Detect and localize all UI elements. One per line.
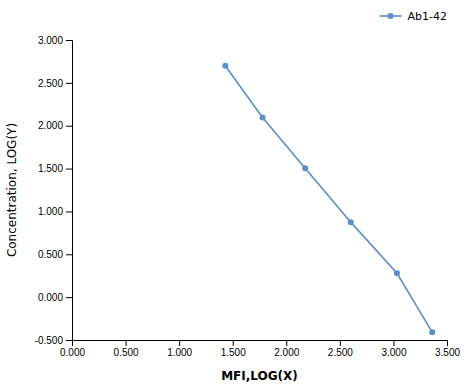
point — [394, 270, 400, 276]
x-tick-mark — [126, 340, 127, 346]
x-tick-mark — [340, 340, 341, 346]
x-tick-label: 3.500 — [435, 347, 460, 358]
x-tick-mark — [393, 340, 394, 346]
legend-label: Ab1-42 — [408, 10, 447, 23]
legend-marker — [388, 13, 394, 19]
y-tick-label: 2.500 — [38, 78, 63, 89]
point — [260, 114, 266, 120]
y-tick-mark — [66, 169, 72, 170]
x-tick-mark — [179, 340, 180, 346]
x-tick: 3.500 — [435, 340, 460, 358]
x-axis-title: MFI,LOG(X) — [221, 369, 298, 383]
x-tick-mark — [233, 340, 234, 346]
x-tick: 2.500 — [328, 340, 353, 358]
x-axis-line — [73, 341, 448, 347]
x-tick: 1.500 — [221, 340, 246, 358]
y-tick: 0.500 — [38, 249, 72, 260]
y-tick-label: -0.500 — [35, 335, 64, 346]
point — [222, 63, 228, 69]
x-tick-label: 0.000 — [60, 347, 85, 358]
y-axis-title: Concentration, LOG(Y) — [5, 123, 19, 257]
y-tick-mark — [66, 83, 72, 84]
y-tick: 0.000 — [38, 292, 72, 303]
y-tick: -0.500 — [35, 335, 72, 346]
x-tick-label: 3.000 — [381, 347, 406, 358]
y-tick-label: 0.500 — [38, 249, 63, 260]
y-tick-label: 1.500 — [38, 163, 63, 174]
y-tick-mark — [66, 297, 72, 298]
chart: 0.000 0.500 1.000 1.500 2.000 2.500 3.000 3.500… — [0, 0, 469, 392]
x-tick-label: 2.500 — [328, 347, 353, 358]
y-tick: 1.500 — [38, 163, 72, 174]
y-tick: 2.500 — [38, 78, 72, 89]
x-tick-mark — [286, 340, 287, 346]
x-tick: 0.000 — [60, 340, 85, 358]
x-tick-label: 1.000 — [167, 347, 192, 358]
point — [429, 329, 435, 335]
y-tick: 1.000 — [38, 206, 72, 217]
x-tick-label: 2.000 — [274, 347, 299, 358]
y-tick-label: 3.000 — [38, 35, 63, 46]
y-tick: 2.000 — [38, 120, 72, 131]
y-tick-mark — [66, 211, 72, 212]
x-tick: 2.000 — [274, 340, 299, 358]
x-tick: 0.500 — [114, 340, 139, 358]
x-tick: 3.000 — [381, 340, 406, 358]
point — [302, 165, 308, 171]
y-tick-label: 1.000 — [38, 206, 63, 217]
y-tick: 3.000 — [38, 35, 72, 46]
y-tick-label: 2.000 — [38, 120, 63, 131]
point — [348, 219, 354, 225]
x-tick: 1.000 — [167, 340, 192, 358]
legend: Ab1-42 — [380, 10, 447, 23]
legend-item: Ab1-42 — [380, 10, 447, 23]
y-tick-label: 0.000 — [38, 292, 63, 303]
line — [225, 66, 432, 332]
y-tick-mark — [66, 40, 72, 41]
x-axis: 0.000 0.500 1.000 1.500 2.000 2.500 3.000 3.500 — [60, 340, 460, 358]
x-tick-label: 1.500 — [221, 347, 246, 358]
y-axis-line — [66, 41, 73, 341]
x-tick-mark — [447, 340, 448, 346]
plot: 0.000 0.500 1.000 1.500 2.000 2.500 3.000 3.500… — [35, 35, 461, 358]
y-tick-mark — [66, 340, 72, 341]
y-tick-mark — [66, 126, 72, 127]
x-tick-label: 0.500 — [114, 347, 139, 358]
y-tick-mark — [66, 254, 72, 255]
y-axis: -0.500 0.000 0.500 1.000 1.500 2.000 2.500 3.00… — [35, 35, 73, 346]
marks — [222, 63, 435, 335]
